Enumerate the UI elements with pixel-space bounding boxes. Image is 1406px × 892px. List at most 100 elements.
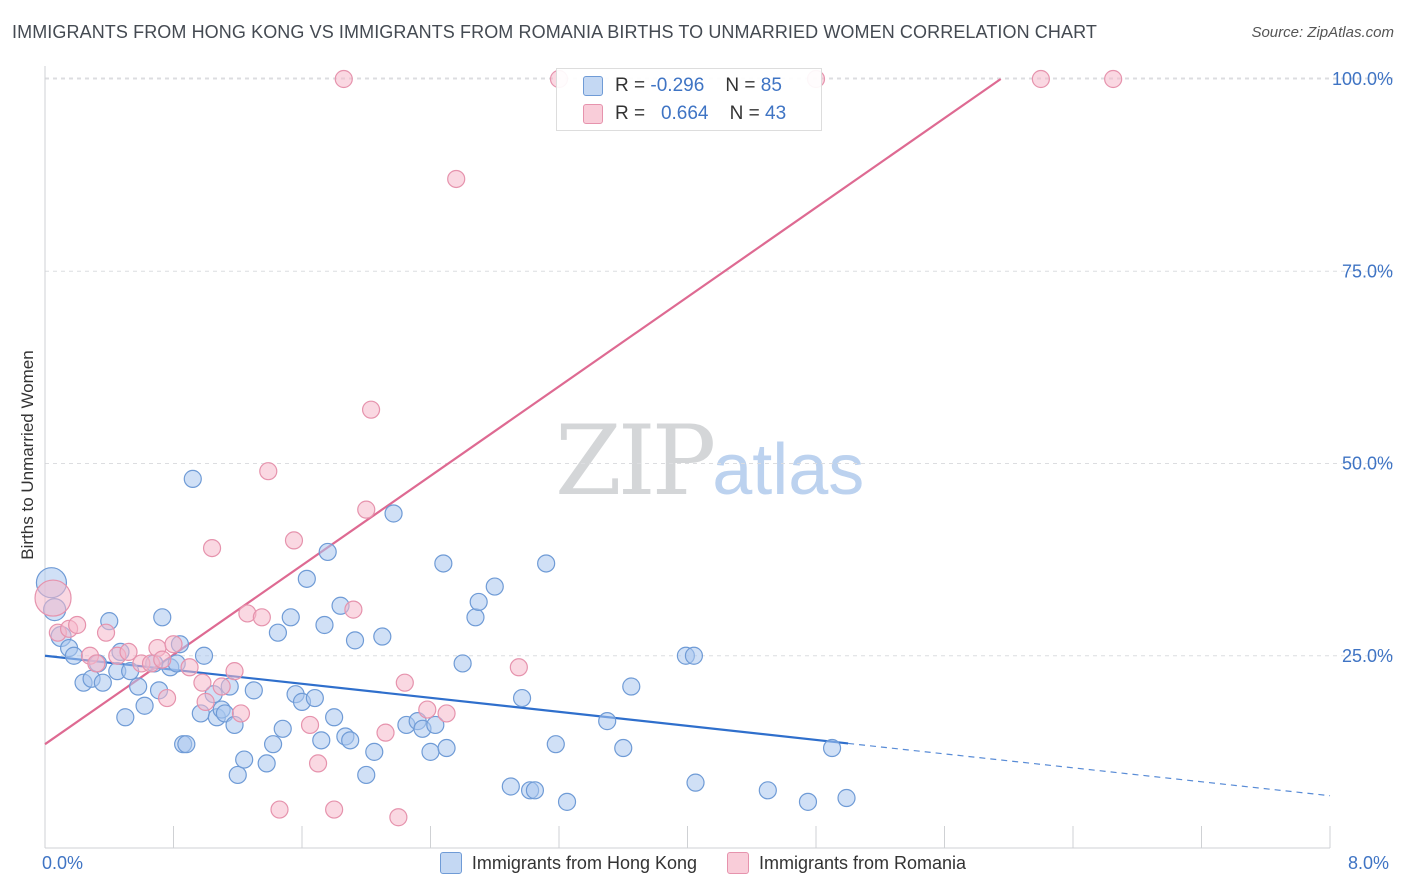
hk-point-40 xyxy=(281,608,300,627)
hk-point-45 xyxy=(312,731,331,750)
ro-point-32 xyxy=(357,500,376,519)
ro-point-20 xyxy=(225,662,244,681)
legend-item-hong-kong[interactable]: Immigrants from Hong Kong xyxy=(439,852,698,874)
stat-n-value-hong-kong: 85 xyxy=(760,75,782,96)
series-romania-points xyxy=(34,69,1123,827)
ro-point-35 xyxy=(389,808,408,827)
stat-n-label: N = xyxy=(725,75,756,96)
hk-point-8 xyxy=(93,673,112,692)
hk-point-53 xyxy=(357,765,376,785)
ro-point-15 xyxy=(180,658,199,677)
hk-point-75 xyxy=(598,712,617,731)
ro-point-36 xyxy=(395,673,414,692)
ro-point-18 xyxy=(202,538,222,558)
hk-point-14 xyxy=(129,677,148,696)
legend-label-romania: Immigrants from Romania xyxy=(759,852,967,873)
hk-point-74 xyxy=(557,792,577,811)
hk-point-44 xyxy=(305,688,324,708)
hk-point-38 xyxy=(268,623,288,642)
ro-point-27 xyxy=(300,715,320,735)
hk-point-62 xyxy=(434,554,453,573)
stat-r-value-hong-kong: -0.296 xyxy=(650,75,705,96)
hk-point-68 xyxy=(501,777,520,796)
ro-point-0 xyxy=(34,579,72,617)
legend-label-hong-kong: Immigrants from Hong Kong xyxy=(471,852,698,873)
grid-lines xyxy=(45,77,1395,657)
hk-point-65 xyxy=(466,608,485,627)
chart-title: IMMIGRANTS FROM HONG KONG VS IMMIGRANTS … xyxy=(12,22,1097,42)
hk-point-52 xyxy=(345,631,365,650)
watermark-atlas: atlas xyxy=(712,430,865,510)
ro-point-19 xyxy=(212,677,231,696)
stat-row-romania: R = 0.664 N = 43 xyxy=(583,101,787,127)
ro-point-43 xyxy=(1031,69,1050,89)
legend: Immigrants from Hong Kong Immigrants fro… xyxy=(0,852,1406,874)
hk-point-71 xyxy=(525,781,545,800)
hk-point-73 xyxy=(546,735,565,754)
stat-swatch-romania xyxy=(583,104,603,124)
ro-point-12 xyxy=(153,650,172,669)
hk-point-64 xyxy=(453,654,472,673)
ro-point-17 xyxy=(196,692,215,711)
ro-point-38 xyxy=(437,704,456,723)
ro-point-29 xyxy=(325,800,344,819)
watermark: ZIPatlas xyxy=(555,405,864,517)
ro-point-37 xyxy=(418,700,437,719)
y-tick-label-50: 50.0% xyxy=(1342,454,1393,474)
hk-point-18 xyxy=(153,608,172,627)
ro-point-28 xyxy=(308,754,328,773)
hk-point-81 xyxy=(758,781,777,800)
hk-point-72 xyxy=(537,554,556,573)
y-tick-label-75: 75.0% xyxy=(1342,261,1393,281)
ro-point-8 xyxy=(119,642,138,662)
ro-point-44 xyxy=(1104,69,1123,89)
trend-line-romania xyxy=(44,78,1002,746)
ro-point-13 xyxy=(157,688,177,708)
hk-point-79 xyxy=(684,646,704,665)
hk-point-33 xyxy=(228,765,247,785)
ro-point-6 xyxy=(96,623,116,642)
hk-point-34 xyxy=(235,750,254,769)
ro-point-26 xyxy=(284,531,304,550)
y-tick-labels: 25.0% 50.0% 75.0% 100.0% xyxy=(1332,69,1393,666)
x-tick-label-max: 8.0% xyxy=(1348,853,1390,873)
hk-point-83 xyxy=(822,738,842,758)
stat-r-label: R = xyxy=(615,103,646,124)
ro-point-3 xyxy=(68,615,87,635)
hk-point-23 xyxy=(177,735,196,754)
stat-n-label: N = xyxy=(729,103,760,124)
ro-point-14 xyxy=(164,635,183,654)
hk-point-54 xyxy=(365,742,384,761)
hk-point-26 xyxy=(194,646,214,665)
hk-point-39 xyxy=(273,719,292,738)
ro-point-40 xyxy=(509,658,528,677)
ro-point-25 xyxy=(270,800,289,819)
hk-point-37 xyxy=(263,735,283,754)
watermark-zip: ZIP xyxy=(555,405,716,517)
hk-point-24 xyxy=(183,469,202,488)
hk-point-55 xyxy=(373,627,392,646)
hk-point-46 xyxy=(315,615,334,635)
hk-point-61 xyxy=(426,715,445,735)
hk-point-60 xyxy=(421,742,440,761)
stat-r-value-romania: 0.664 xyxy=(660,103,709,124)
hk-point-76 xyxy=(614,738,633,758)
hk-point-69 xyxy=(512,688,532,708)
hk-point-66 xyxy=(469,592,488,612)
series-hong-kong-points xyxy=(35,469,856,811)
ro-point-33 xyxy=(361,400,381,419)
ro-point-16 xyxy=(193,673,212,692)
hk-point-15 xyxy=(135,696,154,715)
source-credit: Source: ZipAtlas.com xyxy=(1251,24,1394,41)
stat-n-value-romania: 43 xyxy=(765,103,787,124)
axes xyxy=(44,66,1331,849)
legend-item-romania[interactable]: Immigrants from Romania xyxy=(727,852,966,874)
x-tick-label-min: 0.0% xyxy=(42,853,84,873)
ro-point-21 xyxy=(231,704,251,723)
stat-swatch-hong-kong xyxy=(583,76,603,96)
legend-swatch-hong-kong xyxy=(439,852,462,874)
correlation-stats-box: R = -0.296 N = 85 R = 0.664 N = 43 xyxy=(556,68,822,131)
hk-point-36 xyxy=(257,754,276,773)
hk-point-35 xyxy=(244,681,263,700)
